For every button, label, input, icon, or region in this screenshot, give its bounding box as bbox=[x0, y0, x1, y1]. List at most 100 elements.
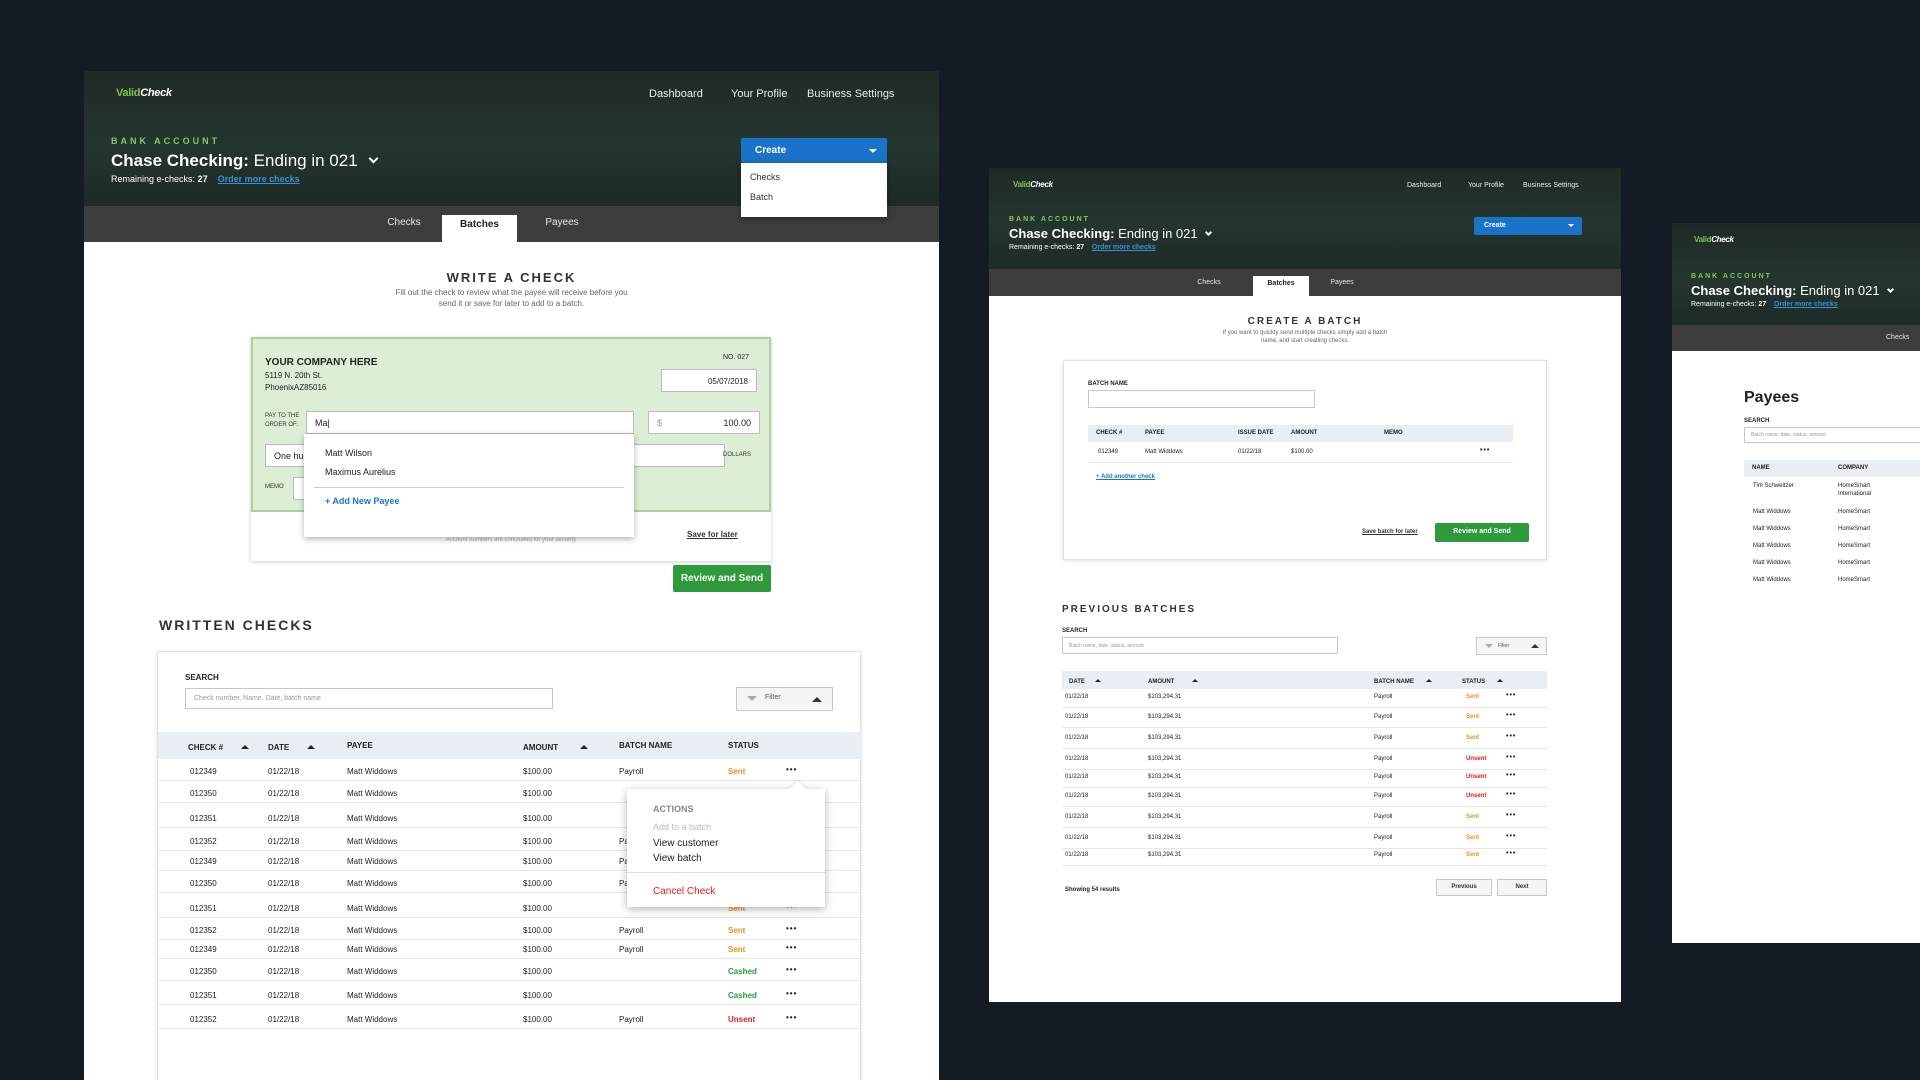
table-row[interactable]: 012352 01/22/18 Matt Widdows $100.00 Payroll… bbox=[158, 918, 862, 940]
table-row[interactable]: Tim Schweitzer HomeSmart International bbox=[1744, 481, 1920, 506]
nav-settings[interactable]: Business Settings bbox=[1523, 182, 1579, 189]
tab-batches[interactable]: Batches bbox=[1253, 276, 1309, 296]
suggestion-item[interactable]: Maximus Aurelius bbox=[325, 467, 396, 477]
suggestion-item[interactable]: Matt Wilson bbox=[325, 448, 373, 458]
table-row[interactable]: Matt Widdows HomeSmart bbox=[1744, 575, 1920, 592]
create-button[interactable]: Create bbox=[741, 138, 887, 163]
more-actions-button[interactable]: ••• bbox=[1506, 754, 1517, 761]
sort-icon[interactable] bbox=[580, 741, 589, 749]
order-more-link[interactable]: Order more checks bbox=[1091, 244, 1156, 251]
col-amount[interactable]: AMOUNT bbox=[523, 741, 589, 752]
more-actions-button[interactable]: ••• bbox=[786, 989, 798, 998]
logo[interactable]: ValidCheck bbox=[1013, 180, 1053, 189]
tab-checks[interactable]: Checks bbox=[1197, 279, 1221, 286]
nav-dashboard[interactable]: Dashboard bbox=[1407, 182, 1442, 189]
table-row[interactable]: Matt Widdows HomeSmart bbox=[1744, 558, 1920, 575]
next-button[interactable]: Next bbox=[1497, 879, 1547, 896]
account-selector[interactable]: Chase Checking: Ending in 021 bbox=[111, 151, 379, 171]
batch-name-input[interactable] bbox=[1088, 390, 1315, 408]
cell-check: 012352 bbox=[190, 926, 217, 935]
account-selector[interactable]: Chase Checking: Ending in 021 bbox=[1009, 226, 1213, 241]
more-actions-button[interactable]: ••• bbox=[1506, 833, 1517, 840]
tab-checks[interactable]: Checks bbox=[387, 217, 421, 228]
more-actions-button[interactable]: ••• bbox=[786, 765, 798, 774]
more-actions-button[interactable]: ••• bbox=[1506, 772, 1517, 779]
filter-button[interactable]: Filter bbox=[1476, 637, 1547, 655]
search-input[interactable]: Batch name, date, status, amount bbox=[1062, 637, 1338, 654]
more-actions-button[interactable]: ••• bbox=[786, 1013, 798, 1022]
table-row[interactable]: 012349 01/22/18 Matt Widdows $100.00 Payroll… bbox=[158, 937, 862, 959]
amount-input[interactable]: $100.00 bbox=[648, 411, 760, 434]
search-input[interactable]: Batch name, date, status, amount bbox=[1744, 427, 1920, 443]
sort-icon[interactable] bbox=[1425, 676, 1432, 682]
table-row[interactable]: 012349 01/22/18 Matt Widdows $100.00 Payroll… bbox=[158, 759, 862, 781]
logo[interactable]: ValidCheck bbox=[1694, 235, 1734, 244]
date-field[interactable]: 05/07/2018 bbox=[661, 369, 757, 392]
table-row[interactable]: 012351 01/22/18 Matt Widdows $100.00 Cashed •… bbox=[158, 983, 862, 1005]
view-customer-item[interactable]: View customer bbox=[653, 838, 719, 849]
payee-input[interactable]: Ma| bbox=[306, 411, 634, 434]
col-status[interactable]: STATUS bbox=[1462, 676, 1504, 685]
more-actions-button[interactable]: ••• bbox=[786, 924, 798, 933]
review-send-button[interactable]: Review and Send bbox=[1435, 523, 1529, 542]
table-row[interactable]: 01/22/18 $103,294.31 Payroll Sent ••• bbox=[1062, 847, 1547, 866]
table-row[interactable]: 01/22/18 $103,294.31 Payroll Unsent ••• bbox=[1062, 769, 1547, 788]
more-actions-button[interactable]: ••• bbox=[786, 965, 798, 974]
nav-profile[interactable]: Your Profile bbox=[731, 88, 788, 100]
save-for-later-link[interactable]: Save for later bbox=[687, 530, 738, 539]
previous-button[interactable]: Previous bbox=[1436, 879, 1492, 896]
sort-icon[interactable] bbox=[1497, 676, 1504, 682]
table-row[interactable]: Matt Widdows HomeSmart bbox=[1744, 541, 1920, 558]
col-date[interactable]: DATE bbox=[268, 741, 316, 752]
view-batch-item[interactable]: View batch bbox=[653, 853, 702, 864]
nav-dashboard[interactable]: Dashboard bbox=[649, 88, 703, 100]
table-row[interactable]: 01/22/18 $103,294.31 Payroll Sent ••• bbox=[1062, 709, 1547, 728]
search-input[interactable]: Check number, Name, Date, batch name bbox=[185, 688, 553, 709]
sort-icon[interactable] bbox=[1192, 676, 1199, 682]
more-actions-button[interactable]: ••• bbox=[1480, 447, 1491, 454]
review-send-button[interactable]: Review and Send bbox=[673, 565, 771, 592]
add-new-payee-link[interactable]: + Add New Payee bbox=[325, 496, 400, 506]
table-row[interactable]: Matt Widdows HomeSmart bbox=[1744, 524, 1920, 541]
create-menu-batch[interactable]: Batch bbox=[750, 192, 774, 202]
create-button[interactable]: Create bbox=[1474, 217, 1582, 235]
table-row[interactable]: 012352 01/22/18 Matt Widdows $100.00 Payroll… bbox=[158, 1007, 862, 1029]
cancel-check-item[interactable]: Cancel Check bbox=[653, 886, 716, 897]
filter-button[interactable]: Filter bbox=[736, 687, 833, 711]
table-row[interactable]: 012350 01/22/18 Matt Widdows $100.00 Cashed •… bbox=[158, 959, 862, 981]
order-more-link[interactable]: Order more checks bbox=[217, 174, 300, 184]
table-row[interactable]: 01/22/18 $103,294.31 Payroll Sent ••• bbox=[1062, 830, 1547, 849]
add-another-check-link[interactable]: + Add another check bbox=[1096, 474, 1155, 480]
sort-icon[interactable] bbox=[241, 741, 250, 749]
nav-settings[interactable]: Business Settings bbox=[807, 88, 895, 100]
tab-payees[interactable]: Payees bbox=[545, 217, 579, 228]
more-actions-button[interactable]: ••• bbox=[1506, 812, 1517, 819]
table-row[interactable]: Matt Widdows HomeSmart bbox=[1744, 507, 1920, 524]
table-row[interactable]: 01/22/18 $103,294.31 Payroll Sent ••• bbox=[1062, 809, 1547, 828]
sort-icon[interactable] bbox=[1094, 676, 1101, 682]
nav-profile[interactable]: Your Profile bbox=[1468, 182, 1504, 189]
tab-checks[interactable]: Checks bbox=[1886, 334, 1910, 341]
create-menu-checks[interactable]: Checks bbox=[750, 172, 781, 182]
table-row[interactable]: 01/22/18 $103,294.31 Payroll Unsent ••• bbox=[1062, 788, 1547, 807]
table-row[interactable]: 01/22/18 $103,294.31 Payroll Sent ••• bbox=[1062, 689, 1547, 708]
tab-payees[interactable]: Payees bbox=[1330, 279, 1354, 286]
col-date[interactable]: DATE bbox=[1069, 676, 1101, 685]
more-actions-button[interactable]: ••• bbox=[1506, 850, 1517, 857]
col-batch[interactable]: BATCH NAME bbox=[1374, 676, 1432, 685]
order-more-link[interactable]: Order more checks bbox=[1773, 301, 1838, 308]
more-actions-button[interactable]: ••• bbox=[1506, 791, 1517, 798]
logo[interactable]: ValidCheck bbox=[116, 87, 172, 99]
more-actions-button[interactable]: ••• bbox=[1506, 692, 1517, 699]
more-actions-button[interactable]: ••• bbox=[1506, 712, 1517, 719]
more-actions-button[interactable]: ••• bbox=[1506, 733, 1517, 740]
more-actions-button[interactable]: ••• bbox=[786, 943, 798, 952]
col-check[interactable]: CHECK # bbox=[188, 741, 250, 752]
sort-icon[interactable] bbox=[307, 741, 316, 749]
table-row[interactable]: 01/22/18 $103,294.31 Payroll Sent ••• bbox=[1062, 730, 1547, 749]
col-amount[interactable]: AMOUNT bbox=[1148, 676, 1199, 685]
account-selector[interactable]: Chase Checking: Ending in 021 bbox=[1691, 283, 1895, 298]
save-batch-later-link[interactable]: Save batch for later bbox=[1362, 529, 1418, 535]
table-row[interactable]: 01/22/18 $103,294.31 Payroll Unsent ••• bbox=[1062, 751, 1547, 770]
tab-batches[interactable]: Batches bbox=[442, 215, 517, 242]
